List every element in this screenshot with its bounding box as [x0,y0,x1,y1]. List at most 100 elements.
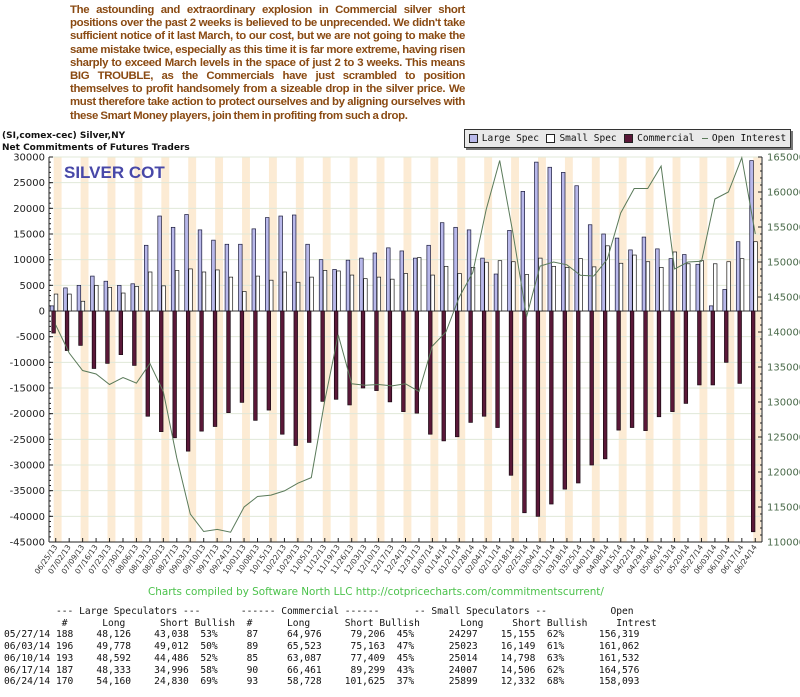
bar-small-spec [430,274,435,312]
right-tick-label: 155000 [767,223,800,234]
bar-commercial [118,310,124,355]
bar-large-spec [103,280,108,312]
chart-credits: Charts compiled by Software North LLC ht… [148,586,604,598]
background-band [134,157,143,542]
bar-small-spec [390,278,395,312]
bar-commercial [360,310,366,389]
bar-small-spec [484,261,489,312]
cot-data-table: --- Large Speculators --- ------ Commerc… [4,606,657,688]
left-tick-label: 30000 [13,153,45,164]
bar-commercial [159,310,164,432]
background-band [322,157,331,542]
bar-large-spec [735,241,741,312]
bar-small-spec [201,271,207,312]
chart-legend: Large Spec Small Spec Commercial Open In… [464,129,791,148]
bar-large-spec [399,250,404,312]
background-band [753,157,762,542]
bar-large-spec [117,284,122,312]
bar-commercial [683,310,689,404]
bar-small-spec [645,261,651,312]
bar-small-spec [618,262,624,312]
legend-item-commercial: Commercial [624,133,694,144]
bar-large-spec [413,257,418,312]
legend-label: Open Interest [711,133,787,144]
bar-commercial [374,310,379,391]
left-tick-label: -5000 [16,332,45,343]
bar-large-spec [628,249,633,312]
bar-small-spec [67,293,72,312]
bar-commercial [441,310,446,442]
bar-commercial [105,310,110,364]
left-tick-label: -40000 [10,512,45,523]
bar-large-spec [211,239,216,312]
bar-large-spec [601,233,606,312]
bar-large-spec [197,229,203,312]
bar-large-spec [507,230,512,312]
bar-commercial [522,310,527,514]
background-band [295,157,304,542]
bar-small-spec [282,271,287,312]
right-tick-label: 120000 [767,468,800,479]
bar-commercial [549,310,554,505]
background-band [538,157,546,542]
background-band [457,157,466,542]
open-interest-line-icon [701,138,708,139]
bar-large-spec [157,215,162,312]
table-group-header: --- Large Speculators --- ------ Commerc… [4,606,634,617]
bar-small-spec [565,267,570,312]
background-band [564,157,573,542]
bar-small-spec [322,270,328,312]
bar-small-spec [94,284,99,312]
bar-commercial [91,310,97,369]
background-band [645,157,654,542]
bar-large-spec [641,236,647,312]
bar-commercial [724,310,729,363]
bar-commercial [293,310,298,446]
bar-large-spec [709,305,714,312]
bar-commercial [401,310,406,412]
background-band [53,157,62,542]
left-tick-label: -30000 [10,461,45,472]
bar-small-spec [686,263,691,312]
bar-large-spec [238,243,243,312]
bar-small-spec [255,275,260,312]
bar-small-spec [443,265,449,312]
commercial-swatch-icon [624,134,634,143]
bar-large-spec [453,226,458,312]
bar-large-spec [749,160,754,312]
background-band [349,157,358,542]
bar-large-spec [184,214,189,312]
background-band [403,157,412,542]
bar-commercial [589,310,594,466]
bar-commercial [710,310,715,386]
bar-small-spec [376,276,382,312]
bar-small-spec [551,265,556,312]
bar-commercial [64,310,70,351]
bar-small-spec [80,300,86,312]
bar-commercial [414,310,419,414]
left-tick-label: -20000 [10,409,45,420]
bar-large-spec [668,258,673,312]
bar-small-spec [269,279,274,312]
bar-large-spec [305,243,310,312]
bar-small-spec [242,291,247,312]
bar-small-spec [699,260,704,312]
bar-commercial [643,310,648,431]
legend-item-small-spec: Small Spec [546,133,617,144]
bar-large-spec [534,161,539,312]
background-band [699,157,708,542]
bar-large-spec [359,257,364,312]
bar-commercial [468,310,473,423]
bar-small-spec [121,292,126,312]
bar-commercial [387,310,393,403]
background-band [726,157,735,542]
bar-commercial [347,310,352,406]
bar-commercial [185,310,191,452]
bar-small-spec [511,261,516,312]
background-band [511,157,520,542]
bar-commercial [697,310,702,386]
chart-header-subtitle: Net Commitments of Futures Traders [2,143,190,153]
bar-commercial [670,310,675,412]
bar-small-spec [161,285,166,312]
bar-small-spec [726,261,731,312]
